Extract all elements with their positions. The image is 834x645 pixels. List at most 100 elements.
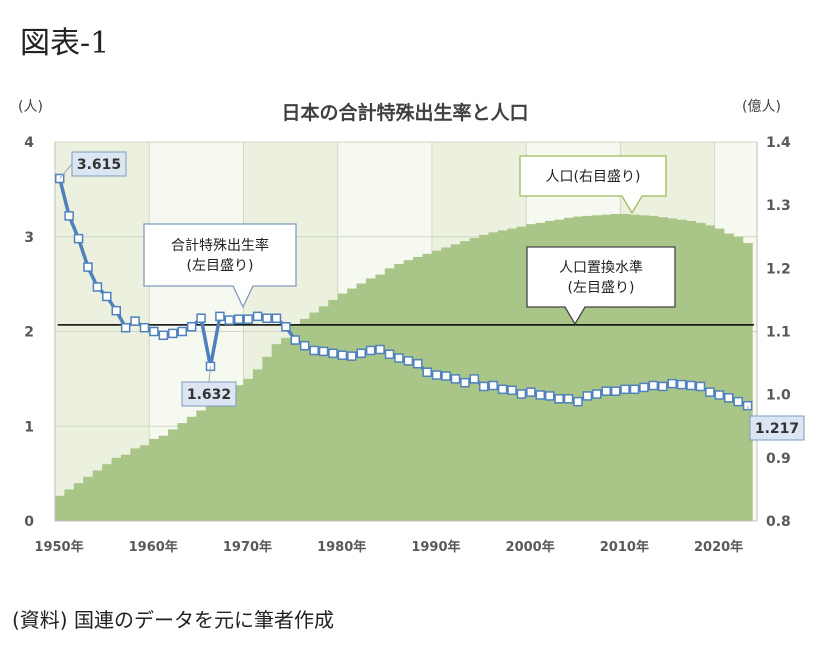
x-tick-label: 1950年 [34, 539, 83, 555]
fertility-marker [733, 396, 743, 407]
fertility-marker [620, 384, 630, 395]
fertility-marker [526, 387, 536, 397]
population-bar [667, 218, 678, 521]
data-label-leader [747, 405, 751, 417]
fertility-marker [592, 389, 602, 399]
population-bar [64, 489, 75, 521]
population-bar [168, 429, 178, 521]
fertility-marker [695, 381, 706, 392]
fertility-marker [723, 393, 734, 403]
population-bar [205, 404, 216, 521]
fertility-marker [629, 384, 640, 395]
population-bar [676, 219, 687, 521]
fertility-marker [281, 322, 291, 332]
replacement-series-label: 人口置換水準 [559, 260, 643, 276]
population-bar [648, 215, 659, 521]
fertility-series-bubble [143, 223, 297, 309]
population-bar [573, 216, 584, 521]
fertility-marker [196, 313, 206, 323]
population-bar [526, 224, 536, 521]
fertility-marker [667, 378, 677, 389]
fertility-marker [233, 314, 244, 324]
fertility-marker [299, 340, 310, 351]
fertility-marker [149, 326, 159, 337]
fertility-marker [573, 396, 583, 407]
population-bar [733, 236, 744, 521]
right-tick-label: 1.1 [766, 325, 791, 341]
x-tick-label: 2000年 [506, 539, 555, 555]
population-bar [328, 299, 339, 521]
population-bar [610, 214, 621, 521]
fertility-marker [309, 345, 319, 356]
x-tick-label: 1960年 [129, 539, 178, 555]
population-bar [83, 476, 94, 521]
fertility-marker [177, 326, 187, 337]
population-bar [563, 217, 574, 522]
fertility-marker [215, 311, 225, 322]
fertility-marker [422, 367, 432, 377]
fertility-marker [648, 380, 659, 391]
fertility-marker [554, 394, 564, 404]
fertility-marker [271, 313, 282, 323]
fertility-marker [158, 330, 169, 341]
fertility-marker [544, 391, 555, 401]
fertility-marker [111, 305, 121, 316]
right-tick-label: 0.9 [766, 451, 791, 467]
population-bar [262, 356, 273, 521]
population-bar [252, 369, 263, 521]
population-bar [356, 283, 367, 521]
fertility-marker [337, 350, 348, 360]
fertility-marker [394, 353, 404, 363]
fertility-marker [488, 380, 498, 391]
population-bar [318, 306, 329, 521]
fertility-marker [290, 335, 301, 345]
population-bar [582, 215, 593, 521]
population-bar [281, 337, 291, 521]
fertility-marker [347, 351, 357, 361]
x-tick-label: 2010年 [600, 539, 649, 555]
x-tick-label: 1980年 [317, 539, 366, 555]
population-bar [111, 457, 122, 521]
population-bar [120, 454, 131, 521]
population-bar [413, 256, 423, 521]
fertility-marker [262, 313, 272, 323]
population-bar [592, 215, 602, 522]
data-label-leader [59, 163, 73, 179]
fertility-marker [563, 394, 574, 404]
population-bar [139, 445, 150, 521]
population-bar [629, 214, 640, 521]
left-axis-unit: (人) [18, 99, 43, 115]
fertility-marker [139, 322, 150, 333]
fertility-marker [686, 380, 696, 391]
population-bar [196, 410, 207, 521]
left-tick-label: 0 [24, 514, 34, 530]
data-label: 3.615 [77, 157, 121, 173]
fertility-marker [83, 262, 93, 272]
population-bar [234, 385, 244, 521]
right-tick-label: 1.3 [766, 198, 791, 214]
fertility-marker [384, 349, 395, 359]
fertility-marker [168, 328, 178, 339]
population-bar [149, 438, 160, 521]
population-bar [224, 391, 235, 521]
fertility-marker [478, 381, 489, 392]
fertility-marker [497, 384, 508, 395]
right-axis-unit: (億人) [742, 99, 781, 115]
right-tick-label: 1.0 [766, 388, 791, 404]
population-bar [544, 220, 555, 522]
population-bar [309, 312, 320, 521]
population-bar [431, 250, 442, 521]
population-bar [639, 215, 650, 522]
population-bar [55, 495, 65, 521]
population-bar [554, 219, 565, 521]
fertility-marker [243, 314, 253, 324]
population-bar [384, 268, 395, 521]
population-bar [92, 470, 103, 521]
data-label: 1.632 [187, 387, 231, 403]
fertility-marker [375, 344, 385, 355]
fertility-marker [582, 391, 593, 401]
population-bar [620, 214, 631, 521]
population-bar [403, 260, 414, 521]
population-series-label: 人口(右目盛り) [546, 169, 641, 185]
fertility-marker [450, 374, 461, 384]
